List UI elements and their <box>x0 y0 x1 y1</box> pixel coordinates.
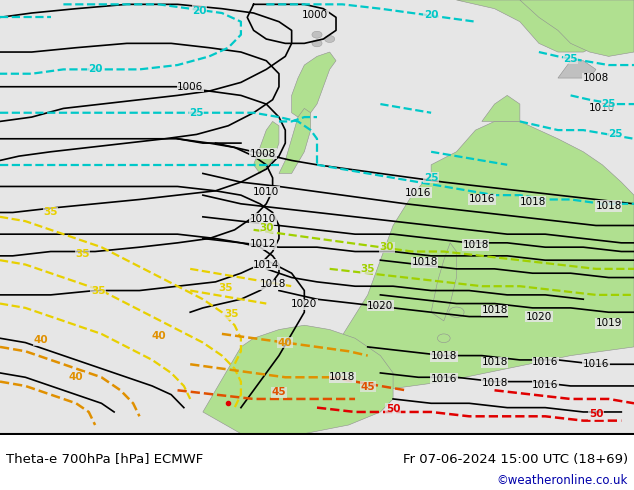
Text: 1010: 1010 <box>250 214 276 224</box>
Text: 40: 40 <box>278 338 293 347</box>
Polygon shape <box>558 61 596 78</box>
Text: 1018: 1018 <box>462 240 489 250</box>
Text: 1016: 1016 <box>430 373 457 384</box>
Text: 25: 25 <box>190 108 204 118</box>
Text: 45: 45 <box>271 388 287 397</box>
Text: 1018: 1018 <box>329 372 356 382</box>
Text: 1018: 1018 <box>481 305 508 315</box>
Text: 1010: 1010 <box>253 187 280 196</box>
Text: 25: 25 <box>608 129 622 140</box>
Text: 1016: 1016 <box>532 380 559 390</box>
Text: 40: 40 <box>151 331 166 341</box>
Polygon shape <box>279 108 311 173</box>
Text: 1020: 1020 <box>526 312 552 321</box>
Text: 1020: 1020 <box>291 299 318 309</box>
Text: 1010: 1010 <box>589 103 616 113</box>
Text: 1018: 1018 <box>411 257 438 268</box>
Polygon shape <box>456 0 634 52</box>
Text: 20: 20 <box>193 6 207 16</box>
Text: 45: 45 <box>360 382 375 392</box>
Circle shape <box>437 334 450 343</box>
Polygon shape <box>482 96 520 122</box>
Text: 1018: 1018 <box>430 351 457 362</box>
Text: 25: 25 <box>564 53 578 64</box>
Text: 30: 30 <box>380 242 394 252</box>
Text: 1019: 1019 <box>595 318 622 328</box>
Polygon shape <box>292 52 336 122</box>
Text: 1008: 1008 <box>250 149 276 159</box>
Text: 35: 35 <box>218 283 232 294</box>
Polygon shape <box>203 325 393 434</box>
Text: 50: 50 <box>386 404 400 414</box>
Text: 1018: 1018 <box>481 378 508 388</box>
Circle shape <box>312 40 322 47</box>
Text: 35: 35 <box>75 249 89 259</box>
Text: 50: 50 <box>589 409 603 419</box>
Text: 35: 35 <box>224 309 238 319</box>
Polygon shape <box>330 122 634 390</box>
Circle shape <box>449 307 464 318</box>
Text: Fr 07-06-2024 15:00 UTC (18+69): Fr 07-06-2024 15:00 UTC (18+69) <box>403 452 628 466</box>
Text: 1016: 1016 <box>405 188 432 198</box>
Text: 1018: 1018 <box>595 201 622 211</box>
Circle shape <box>325 36 335 43</box>
Text: 20: 20 <box>424 10 438 20</box>
Text: 35: 35 <box>91 286 105 295</box>
Text: 1012: 1012 <box>250 239 276 249</box>
Text: 1016: 1016 <box>583 359 609 369</box>
Text: 25: 25 <box>602 99 616 109</box>
Text: 1000: 1000 <box>302 10 328 20</box>
Text: 1008: 1008 <box>583 73 609 83</box>
Text: 25: 25 <box>424 173 438 183</box>
Text: 1016: 1016 <box>469 195 495 204</box>
Circle shape <box>312 31 322 38</box>
Text: 1020: 1020 <box>367 301 394 311</box>
Polygon shape <box>431 243 456 321</box>
Text: 1016: 1016 <box>532 357 559 367</box>
Text: ©weatheronline.co.uk: ©weatheronline.co.uk <box>496 474 628 487</box>
Text: 40: 40 <box>34 336 49 345</box>
Text: 20: 20 <box>88 64 102 74</box>
Text: 40: 40 <box>68 372 84 382</box>
Text: 35: 35 <box>44 207 58 218</box>
Polygon shape <box>520 0 634 56</box>
Text: 35: 35 <box>361 264 375 274</box>
Text: 1018: 1018 <box>259 279 286 289</box>
Text: 1006: 1006 <box>177 82 204 92</box>
Text: Theta-e 700hPa [hPa] ECMWF: Theta-e 700hPa [hPa] ECMWF <box>6 452 204 466</box>
Polygon shape <box>254 122 279 173</box>
Text: 1018: 1018 <box>481 357 508 367</box>
Text: 1014: 1014 <box>253 260 280 270</box>
Text: 1018: 1018 <box>519 196 546 207</box>
Text: 30: 30 <box>259 222 273 233</box>
